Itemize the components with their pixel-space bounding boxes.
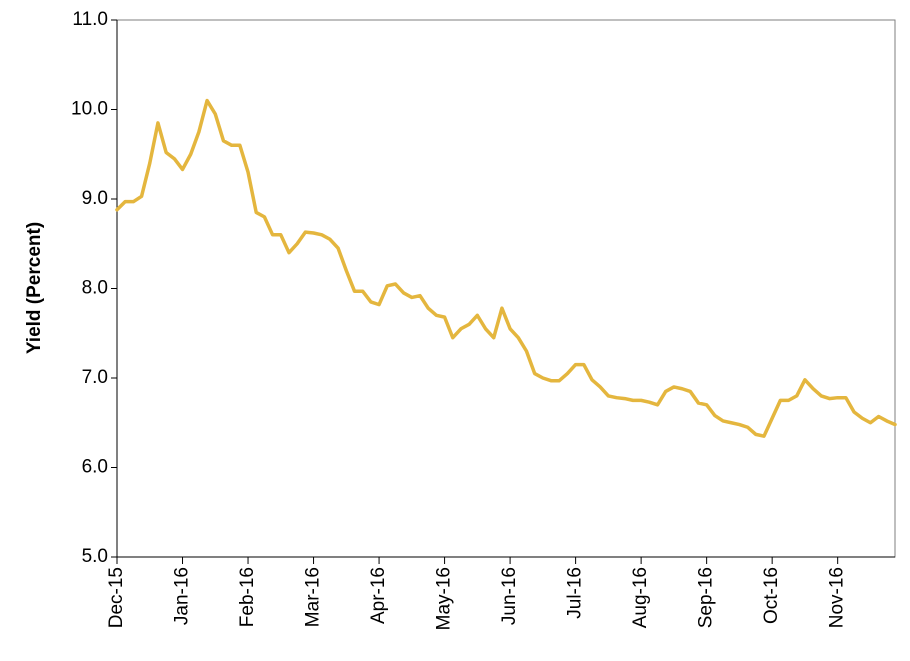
x-tick-label: Oct-16: [761, 567, 782, 624]
x-tick-label: Feb-16: [237, 567, 258, 627]
y-tick-label: 10.0: [71, 99, 108, 120]
y-axis-title: Yield (Percent): [24, 222, 45, 354]
y-tick-label: 11.0: [72, 9, 108, 30]
x-tick-label: Mar-16: [303, 567, 324, 627]
x-tick-label: Nov-16: [827, 567, 848, 628]
data-line: [115, 98, 897, 438]
y-tick-label: 6.0: [82, 457, 108, 478]
plot-frame: [116, 19, 896, 558]
x-tick-label: Jul-16: [565, 567, 586, 619]
x-tick-label: Dec-15: [106, 567, 127, 628]
x-tick-label: Aug-16: [630, 567, 651, 628]
y-tick-label: 7.0: [82, 367, 108, 388]
x-tick-label: May-16: [434, 567, 455, 630]
y-tick-label: 9.0: [82, 188, 108, 209]
x-tick-label: Jan-16: [172, 567, 193, 625]
x-tick-label: Sep-16: [696, 567, 717, 628]
x-tick-label: Apr-16: [368, 567, 389, 624]
y-tick-label: 5.0: [82, 546, 108, 567]
x-tick-label: Jun-16: [499, 567, 520, 625]
y-tick-label: 8.0: [82, 278, 108, 299]
